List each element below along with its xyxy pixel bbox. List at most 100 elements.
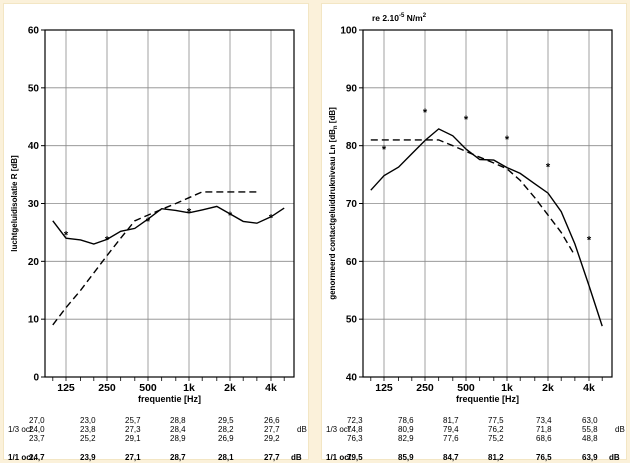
- reference-curve: [370, 139, 576, 256]
- table-cell-octave: 81,2: [488, 453, 504, 462]
- table-cell: 80,9: [398, 425, 414, 434]
- octave-marker: *: [382, 144, 387, 156]
- reference-note-exponent: -5: [399, 13, 405, 19]
- table-cell-octave: 27,1: [125, 453, 141, 462]
- table-cell-octave: 24,7: [29, 453, 45, 462]
- plot-group: 40 50 60 70 80 90 100 125 250 500 1k 2k 4k frequentie…: [328, 13, 613, 404]
- octave-marker: *: [546, 161, 551, 173]
- x-tick-label: 125: [375, 382, 393, 394]
- x-axis-label: frequentie [Hz]: [138, 394, 201, 404]
- y-tick-label: 0: [33, 373, 39, 384]
- y-axis-label-unit: [dB]: [328, 107, 337, 126]
- x-tick-label: 4k: [583, 382, 595, 394]
- octave-marker: *: [64, 230, 69, 242]
- y-tick-label: 70: [346, 199, 358, 210]
- table-cell: 71,8: [536, 425, 552, 434]
- table-cell-octave: 23,9: [80, 453, 96, 462]
- y-tick-label: 10: [28, 315, 40, 326]
- y-axis-label: genormeerd contactgeluiddrukniveau Ln [d…: [328, 107, 339, 300]
- table-cell: 28,2: [218, 425, 234, 434]
- octave-marker: *: [105, 234, 110, 246]
- table-cell: 24,0: [29, 425, 45, 434]
- x-tick-label: 1k: [183, 382, 195, 394]
- y-axis-label: luchtgeluidisolatie R [dB]: [10, 155, 19, 252]
- y-tick-label: 90: [346, 83, 358, 94]
- row-label-third-octave: 1/3 oct.: [8, 425, 35, 434]
- table-unit: dB: [615, 425, 625, 434]
- reference-note-unit: N/m: [404, 13, 423, 23]
- y-tick-label: 50: [346, 315, 358, 326]
- table-cell: 79,4: [443, 425, 459, 434]
- y-tick-label: 20: [28, 257, 40, 268]
- octave-marker: *: [505, 134, 510, 146]
- table-cell-octave: 28,7: [170, 453, 186, 462]
- x-tick-label: 250: [98, 382, 116, 394]
- table-cell: 23,0: [80, 416, 96, 425]
- table-cell: 28,4: [170, 425, 186, 434]
- table-cell-octave: 84,7: [443, 453, 459, 462]
- reference-note: re 2.10-5 N/m2: [372, 13, 427, 23]
- x-tick-label: 2k: [542, 382, 554, 394]
- table-cell: 23,7: [29, 434, 45, 443]
- table-cell-octave: 79,5: [347, 453, 363, 462]
- y-tick-label: 60: [28, 26, 40, 37]
- table-unit-octave: dB: [291, 453, 302, 462]
- table-cell: 74,8: [347, 425, 363, 434]
- table-cell: 26,6: [264, 416, 280, 425]
- y-tick-label: 40: [28, 141, 40, 152]
- row-label-octave: 1/1 oct.: [326, 453, 354, 462]
- table-cell-octave: 76,5: [536, 453, 552, 462]
- table-cell: 77,5: [488, 416, 504, 425]
- chart-panel-right: 40 50 60 70 80 90 100 125 250 500 1k 2k 4k frequentie…: [321, 3, 627, 462]
- table-cell: 81,7: [443, 416, 459, 425]
- table-cell: 29,1: [125, 434, 141, 443]
- impact-sound-chart: 40 50 60 70 80 90 100 125 250 500 1k 2k 4k frequentie…: [328, 13, 613, 404]
- table-cell: 78,6: [398, 416, 414, 425]
- table-cell: 77,6: [443, 434, 459, 443]
- table-cell: 27,0: [29, 416, 45, 425]
- row-label-octave: 1/1 oct.: [8, 453, 36, 462]
- reference-curve: [52, 191, 257, 326]
- table-cell: 25,2: [80, 434, 96, 443]
- x-tick-label: 250: [416, 382, 434, 394]
- y-tick-label: 60: [346, 257, 358, 268]
- x-tick-label: 4k: [265, 382, 277, 394]
- x-tick-label: 1k: [501, 382, 513, 394]
- y-tick-label: 30: [28, 199, 40, 210]
- table-cell: 68,6: [536, 434, 552, 443]
- table-unit: dB: [297, 425, 307, 434]
- table-cell: 55,8: [582, 425, 598, 434]
- x-tick-label: 125: [57, 382, 75, 394]
- table-cell-octave: 28,1: [218, 453, 234, 462]
- table-cell-octave: 27,7: [264, 453, 280, 462]
- table-cell: 63,0: [582, 416, 598, 425]
- x-tick-label: 2k: [224, 382, 236, 394]
- y-axis-label-subscript: n: [333, 125, 339, 129]
- table-cell: 29,2: [264, 434, 280, 443]
- x-tick-label: 500: [139, 382, 157, 394]
- table-cell: 27,7: [264, 425, 280, 434]
- table-cell-octave: 85,9: [398, 453, 414, 462]
- table-cell-octave: 63,9: [582, 453, 598, 462]
- table-cell: 27,3: [125, 425, 141, 434]
- octave-marker: *: [187, 207, 192, 219]
- table-cell: 82,9: [398, 434, 414, 443]
- reference-note-square: 2: [423, 13, 427, 19]
- table-cell: 29,5: [218, 416, 234, 425]
- x-axis-label: frequentie [Hz]: [456, 394, 519, 404]
- y-tick-label: 50: [28, 83, 40, 94]
- table-cell: 72,3: [347, 416, 363, 425]
- row-label-third-octave: 1/3 oct.: [326, 425, 353, 434]
- measured-curve: [370, 128, 603, 327]
- plot-group: 0 10 20 30 40 50 60 125 250 500 1k 2k 4k frequentie […: [10, 26, 295, 404]
- sound-insulation-chart: 0 10 20 30 40 50 60 125 250 500 1k 2k 4k frequentie […: [10, 26, 295, 404]
- octave-marker: *: [587, 234, 592, 246]
- table-cell: 28,8: [170, 416, 186, 425]
- octave-marker: *: [146, 216, 151, 228]
- table-cell: 76,2: [488, 425, 504, 434]
- y-tick-label: 80: [346, 141, 358, 152]
- table-cell: 76,3: [347, 434, 363, 443]
- table-cell: 23,8: [80, 425, 96, 434]
- y-tick-label: 40: [346, 373, 358, 384]
- table-cell: 75,2: [488, 434, 504, 443]
